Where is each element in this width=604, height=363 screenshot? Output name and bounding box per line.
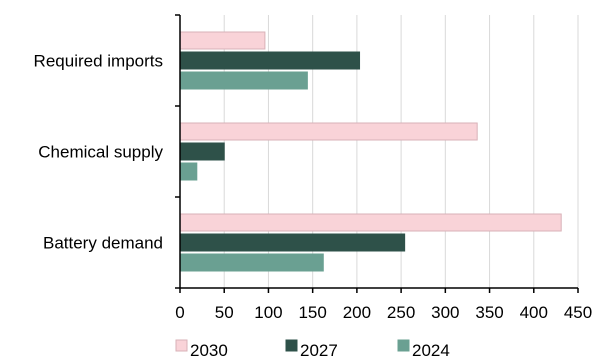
legend-swatch-2027 — [285, 339, 298, 352]
bar-chemical-supply-2027 — [179, 142, 225, 161]
x-tick-label-350: 350 — [475, 303, 503, 322]
category-label-required-imports: Required imports — [34, 52, 163, 71]
x-tick-label-300: 300 — [431, 303, 459, 322]
x-tick-label-200: 200 — [343, 303, 371, 322]
legend: 2030 2027 2024 — [175, 339, 450, 360]
category-label-battery-demand: Battery demand — [43, 234, 163, 253]
x-tick-label-400: 400 — [520, 303, 548, 322]
bars — [179, 31, 562, 272]
x-tick-label-100: 100 — [254, 303, 282, 322]
category-labels: Required imports Chemical supply Battery d… — [34, 52, 164, 253]
bar-required-imports-2027 — [179, 51, 361, 70]
x-tick-label-450: 450 — [564, 303, 592, 322]
x-tick-label-250: 250 — [387, 303, 415, 322]
x-tick-label-150: 150 — [298, 303, 326, 322]
legend-swatch-2024 — [397, 339, 410, 352]
bar-required-imports-2024 — [179, 71, 308, 90]
bar-required-imports-2030 — [179, 31, 266, 50]
bar-battery-demand-2030 — [179, 213, 562, 232]
legend-label-2027: 2027 — [300, 341, 338, 360]
legend-swatch-2030 — [175, 339, 188, 352]
x-tick-label-0: 0 — [175, 303, 184, 322]
axes — [175, 14, 579, 293]
bar-chemical-supply-2030 — [179, 122, 478, 141]
category-label-chemical-supply: Chemical supply — [38, 143, 163, 162]
bar-chemical-supply-2024 — [179, 162, 198, 181]
legend-label-2024: 2024 — [412, 341, 450, 360]
x-tick-labels: 0 50 100 150 200 250 300 350 400 450 — [175, 303, 592, 322]
legend-label-2030: 2030 — [190, 341, 228, 360]
bar-battery-demand-2024 — [179, 253, 324, 272]
bar-battery-demand-2027 — [179, 233, 406, 252]
x-tick-label-50: 50 — [215, 303, 234, 322]
